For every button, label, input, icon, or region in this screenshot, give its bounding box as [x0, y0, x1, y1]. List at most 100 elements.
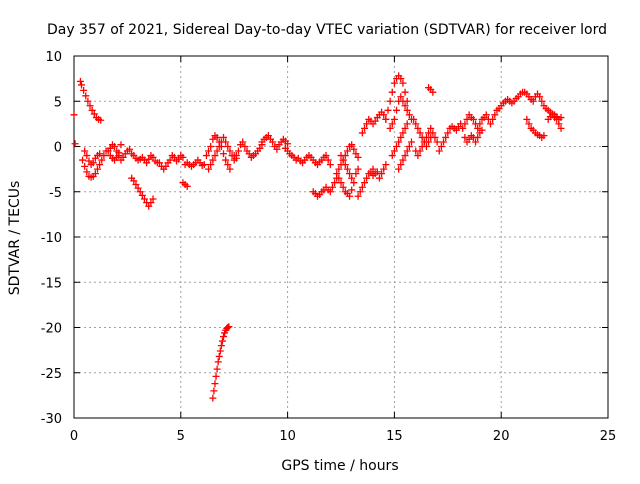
data-point — [337, 152, 345, 160]
data-point — [343, 147, 351, 155]
data-point — [335, 165, 343, 173]
data-point — [472, 138, 480, 146]
data-point — [410, 115, 418, 123]
data-point — [117, 141, 125, 149]
data-point — [224, 324, 232, 331]
data-point — [220, 150, 228, 158]
data-point — [339, 156, 347, 164]
y-tick-label: -30 — [41, 412, 62, 427]
y-tick-label: -25 — [41, 367, 62, 382]
data-point — [482, 111, 490, 119]
series-track-x — [382, 72, 411, 123]
data-point — [489, 115, 497, 123]
data-point — [143, 159, 151, 167]
data-point — [416, 129, 424, 137]
x-tick-label: 10 — [279, 429, 296, 444]
data-point — [81, 147, 89, 155]
data-point — [200, 161, 208, 169]
data-point — [429, 88, 437, 96]
data-point — [140, 195, 148, 203]
data-point — [397, 161, 405, 169]
data-point — [461, 120, 469, 128]
series-track-k — [202, 132, 234, 173]
data-point — [215, 143, 223, 150]
data-point — [207, 143, 215, 150]
data-point — [405, 143, 413, 150]
y-tick-label: -15 — [41, 276, 62, 291]
data-point — [378, 170, 386, 178]
data-point — [89, 159, 97, 167]
data-point — [211, 152, 219, 160]
data-point — [388, 120, 396, 128]
grid — [74, 56, 608, 418]
data-point — [79, 156, 87, 164]
data-point — [476, 120, 484, 128]
data-point — [245, 150, 253, 158]
data-point — [179, 153, 187, 161]
data-point — [90, 110, 98, 118]
series-track-ae — [435, 120, 465, 155]
data-point — [393, 143, 401, 150]
data-point — [100, 152, 108, 160]
y-axis-label: SDTVAR / TECUs — [7, 181, 23, 296]
data-point — [145, 202, 153, 210]
data-point — [111, 143, 119, 150]
data-point — [213, 365, 221, 373]
data-point — [356, 188, 364, 196]
data-point — [130, 177, 138, 185]
data-point — [474, 124, 482, 132]
data-point — [388, 88, 396, 96]
x-tick-label: 25 — [600, 429, 617, 444]
series-track-am — [209, 323, 233, 402]
data-point — [115, 149, 123, 157]
data-point — [210, 387, 218, 395]
data-point — [213, 133, 221, 141]
data-point — [217, 342, 225, 350]
data-point — [401, 88, 409, 96]
axis-ticks: 0 5 10 15 20 25 10 5 0 -5 -10 -15 -20 -25 -30 — [41, 50, 617, 444]
data-point — [222, 156, 230, 164]
data-point — [126, 145, 134, 153]
data-point — [401, 102, 409, 110]
data-point — [226, 165, 234, 173]
data-point — [136, 188, 144, 196]
data-point — [557, 114, 565, 122]
data-point — [205, 165, 213, 173]
series-track-a — [70, 77, 105, 148]
data-point — [403, 147, 411, 155]
data-point — [211, 380, 219, 388]
data-point — [138, 191, 146, 199]
data-point — [523, 115, 531, 123]
data-point — [350, 145, 358, 153]
x-tick-label: 15 — [386, 429, 403, 444]
data-point — [380, 111, 388, 119]
series-track-ad — [425, 84, 437, 96]
data-point — [97, 116, 105, 124]
data-point — [273, 145, 281, 153]
data-point — [175, 155, 183, 163]
series-track-v — [358, 108, 390, 137]
data-point — [333, 170, 341, 178]
data-point — [431, 133, 439, 141]
data-point — [84, 97, 92, 105]
series-track-s — [335, 165, 362, 200]
data-point — [416, 147, 424, 155]
data-point — [155, 159, 163, 167]
data-point — [326, 161, 334, 169]
y-tick-label: -10 — [41, 231, 62, 246]
data-point — [241, 143, 249, 150]
data-point — [429, 129, 437, 137]
data-point — [88, 106, 96, 114]
data-point — [414, 152, 422, 160]
series-track-ai — [514, 88, 546, 105]
data-point — [403, 106, 411, 114]
data-point — [209, 156, 217, 164]
series-track-h — [155, 152, 187, 173]
data-point — [371, 117, 379, 125]
series-track-j — [181, 156, 208, 170]
data-point — [437, 143, 445, 150]
y-tick-label: -20 — [41, 322, 62, 337]
data-point — [352, 170, 360, 178]
series-track-i — [179, 179, 191, 190]
data-point — [427, 124, 435, 132]
